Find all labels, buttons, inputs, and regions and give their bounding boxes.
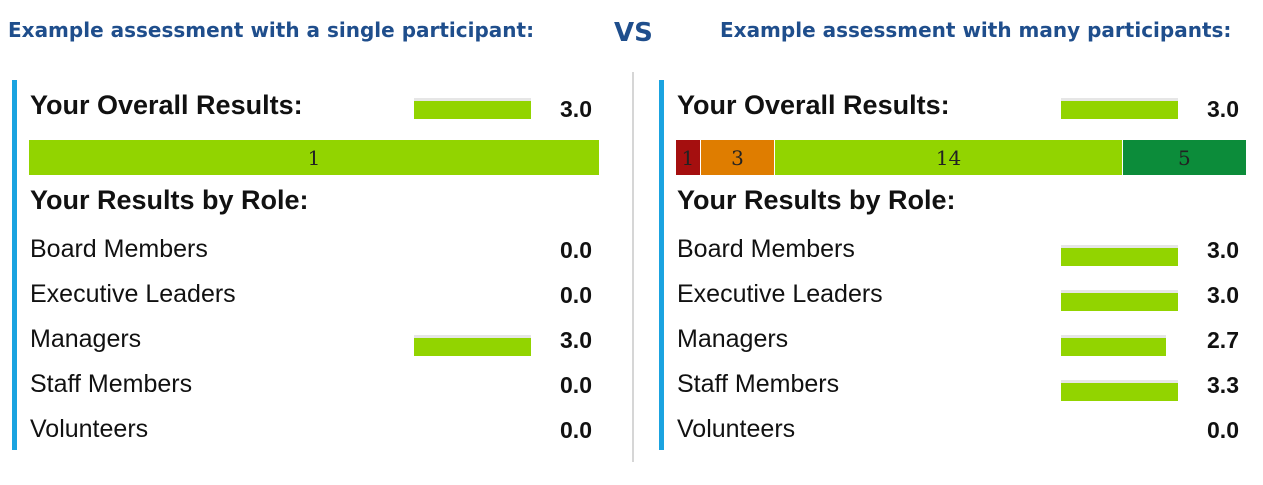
role-label: Volunteers [677, 415, 796, 443]
single-participant-panel: Your Overall Results: Your Results by Ro… [12, 80, 612, 450]
vs-label: VS [614, 18, 653, 48]
role-label: Volunteers [30, 415, 149, 443]
distribution-segment: 3 [700, 140, 776, 175]
role-score-bar [1061, 335, 1167, 356]
overall-score-value: 3.0 [1207, 96, 1239, 122]
distribution-segment: 1 [29, 140, 600, 175]
role-score-bar [414, 335, 531, 356]
overall-score-bar [414, 98, 531, 119]
role-score-value: 2.7 [1207, 327, 1239, 353]
results-by-role-label: Your Results by Role: [30, 185, 309, 215]
response-distribution-bar: 1 3 14 5 [676, 140, 1247, 175]
role-label: Staff Members [30, 370, 193, 398]
distribution-segment: 5 [1122, 140, 1247, 175]
role-score-value: 0.0 [560, 417, 592, 443]
role-label: Executive Leaders [677, 280, 883, 308]
many-participants-panel: Your Overall Results: Your Results by Ro… [659, 80, 1259, 450]
panel-accent-bar [12, 80, 17, 450]
role-score-bar [1061, 380, 1178, 401]
role-score-bar [1061, 290, 1178, 311]
role-label: Managers [30, 325, 142, 353]
overall-score-bar [1061, 98, 1178, 119]
single-participant-heading: Example assessment with a single partici… [8, 18, 535, 42]
role-score-value: 3.3 [1207, 372, 1239, 398]
role-score-value: 0.0 [560, 237, 592, 263]
role-score-value: 3.0 [1207, 282, 1239, 308]
role-score-value: 0.0 [1207, 417, 1239, 443]
role-score-bar [1061, 245, 1178, 266]
role-label: Staff Members [677, 370, 840, 398]
distribution-segment: 14 [775, 140, 1123, 175]
role-label: Board Members [30, 235, 208, 263]
overall-score-value: 3.0 [560, 96, 592, 122]
role-label: Executive Leaders [30, 280, 236, 308]
response-distribution-bar: 1 [29, 140, 600, 175]
role-label: Managers [677, 325, 789, 353]
results-by-role-label: Your Results by Role: [677, 185, 956, 215]
role-score-value: 3.0 [1207, 237, 1239, 263]
role-score-value: 0.0 [560, 372, 592, 398]
many-participants-heading: Example assessment with many participant… [720, 18, 1232, 42]
role-label: Board Members [677, 235, 855, 263]
overall-results-label: Your Overall Results: [30, 90, 303, 120]
role-score-value: 0.0 [560, 282, 592, 308]
panel-accent-bar [659, 80, 664, 450]
panel-divider [632, 72, 634, 462]
overall-results-label: Your Overall Results: [677, 90, 950, 120]
distribution-segment: 1 [676, 140, 701, 175]
role-score-value: 3.0 [560, 327, 592, 353]
